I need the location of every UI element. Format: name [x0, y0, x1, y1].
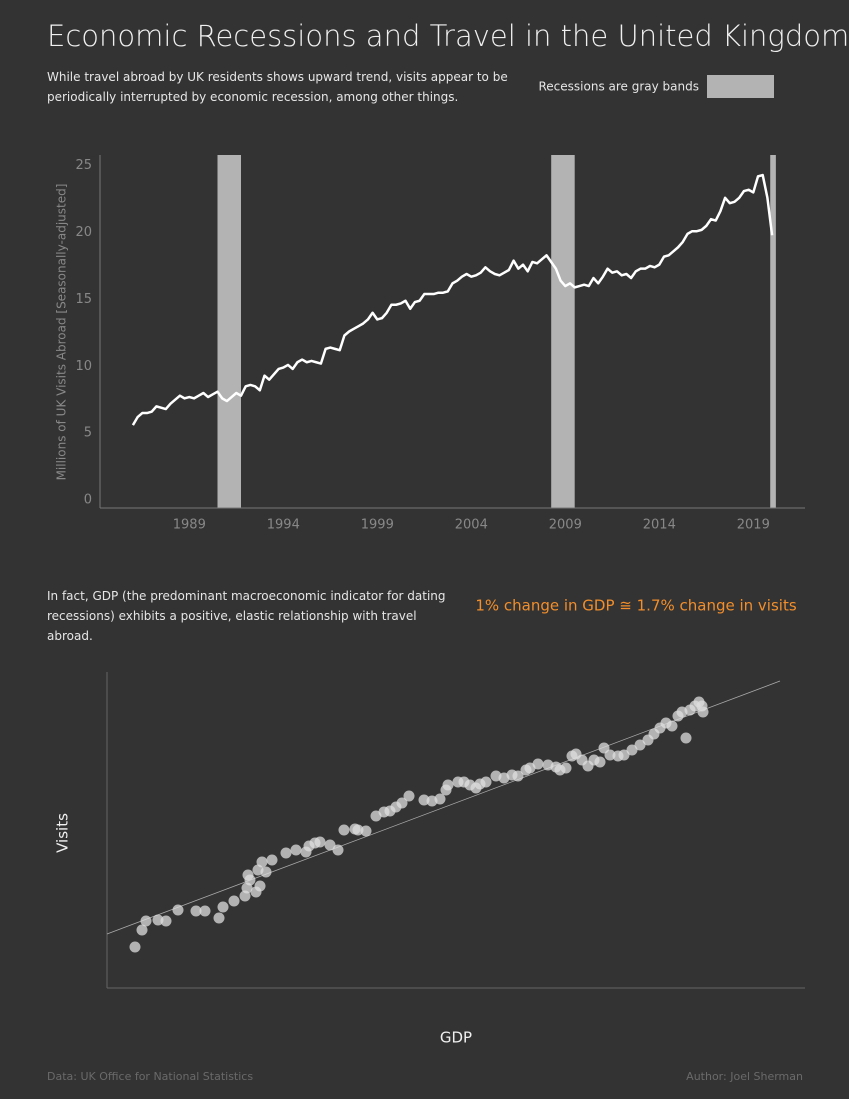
scatter-point — [290, 844, 302, 856]
recession-band — [770, 155, 776, 508]
scatter-point — [634, 739, 646, 751]
y-tick-label: 10 — [75, 359, 92, 374]
scatter-point — [352, 824, 364, 836]
scatter-point — [160, 915, 172, 927]
scatter-point — [213, 912, 225, 924]
scatter-point — [403, 790, 415, 802]
scatter-point — [360, 825, 372, 837]
scatter-point — [434, 793, 446, 805]
scatter-point — [442, 779, 454, 791]
scatter-point — [280, 847, 292, 859]
scatter-point — [324, 839, 336, 851]
scatter-point — [314, 836, 326, 848]
scatter-point — [396, 797, 408, 809]
x-tick-label: 2004 — [455, 518, 488, 533]
y-axis-label: Millions of UK Visits Abroad [Seasonally… — [55, 184, 69, 481]
x-tick-label: 1989 — [173, 518, 206, 533]
scatter-point — [626, 744, 638, 756]
scatter-point — [680, 732, 692, 744]
scatter-point — [666, 720, 678, 732]
scatter-point — [136, 924, 148, 936]
scatter-point — [140, 915, 152, 927]
scatter-point — [217, 901, 229, 913]
y-tick-label: 20 — [75, 225, 92, 240]
x-tick-label: 2019 — [737, 518, 770, 533]
scatter-point — [190, 905, 202, 917]
scatter-point — [594, 756, 606, 768]
scatter-point — [129, 941, 141, 953]
scatter-point — [332, 844, 344, 856]
x-tick-label: 2014 — [643, 518, 676, 533]
footer-source: Data: UK Office for National Statistics — [47, 1070, 253, 1083]
scatter-point — [199, 905, 211, 917]
y-tick-label: 0 — [84, 492, 92, 507]
visits-line — [131, 173, 774, 426]
scatter-point — [696, 700, 708, 712]
scatter-point — [266, 854, 278, 866]
scatter-point — [256, 856, 268, 868]
scatter-point — [512, 770, 524, 782]
annotation: 1% change in GDP ≅ 1.7% change in visits — [475, 597, 796, 615]
x-tick-label: 1999 — [361, 518, 394, 533]
scatter-point — [254, 880, 266, 892]
subtitle: While travel abroad by UK residents show… — [47, 70, 508, 104]
legend-swatch — [707, 75, 774, 98]
scatter-point — [338, 824, 350, 836]
y-tick-label: 15 — [75, 292, 92, 307]
x-tick-label: 2009 — [549, 518, 582, 533]
scatter-point — [480, 776, 492, 788]
recession-band — [551, 155, 575, 508]
footer-author: Author: Joel Sherman — [686, 1070, 803, 1083]
scatter-point — [260, 866, 272, 878]
x-tick-label: 1994 — [267, 518, 300, 533]
scatter-point — [242, 869, 254, 881]
y-axis-label: Visits — [54, 813, 72, 853]
scatter-point — [172, 904, 184, 916]
scatter-point — [228, 895, 240, 907]
scatter-point — [152, 914, 164, 926]
scatter-description: In fact, GDP (the predominant macroecono… — [47, 589, 446, 643]
scatter-point — [418, 794, 430, 806]
scatter-point — [618, 749, 630, 761]
scatter-point — [604, 749, 616, 761]
title: Economic Recessions and Travel in the Un… — [47, 19, 849, 53]
recession-band — [217, 155, 241, 508]
scatter-point — [560, 762, 572, 774]
x-axis-label: GDP — [440, 1029, 472, 1047]
scatter-point — [532, 758, 544, 770]
y-tick-label: 25 — [75, 158, 92, 173]
legend-label: Recessions are gray bands — [539, 80, 700, 94]
y-tick-label: 5 — [84, 426, 92, 441]
